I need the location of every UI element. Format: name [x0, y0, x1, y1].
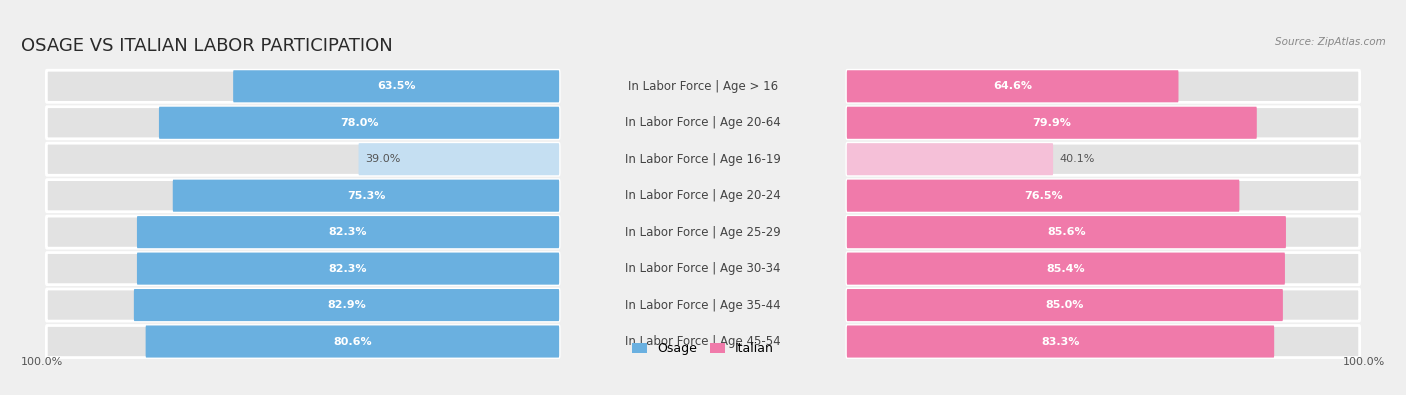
FancyBboxPatch shape — [134, 289, 560, 321]
Text: In Labor Force | Age 30-34: In Labor Force | Age 30-34 — [626, 262, 780, 275]
FancyBboxPatch shape — [46, 180, 560, 212]
Text: 63.5%: 63.5% — [377, 81, 415, 91]
Text: 82.3%: 82.3% — [329, 227, 367, 237]
FancyBboxPatch shape — [46, 216, 560, 248]
FancyBboxPatch shape — [846, 143, 1053, 175]
FancyBboxPatch shape — [233, 70, 560, 102]
FancyBboxPatch shape — [46, 107, 560, 139]
FancyBboxPatch shape — [846, 216, 1360, 248]
FancyBboxPatch shape — [846, 107, 1257, 139]
Text: 39.0%: 39.0% — [366, 154, 401, 164]
FancyBboxPatch shape — [46, 70, 560, 102]
Text: 100.0%: 100.0% — [1343, 357, 1385, 367]
Text: In Labor Force | Age 20-64: In Labor Force | Age 20-64 — [626, 116, 780, 129]
FancyBboxPatch shape — [146, 325, 560, 357]
Text: 79.9%: 79.9% — [1032, 118, 1071, 128]
FancyBboxPatch shape — [846, 70, 1178, 102]
Text: 82.3%: 82.3% — [329, 263, 367, 274]
Text: 40.1%: 40.1% — [1059, 154, 1094, 164]
FancyBboxPatch shape — [136, 252, 560, 285]
Text: 85.4%: 85.4% — [1046, 263, 1085, 274]
Text: In Labor Force | Age 25-29: In Labor Force | Age 25-29 — [626, 226, 780, 239]
FancyBboxPatch shape — [136, 216, 560, 248]
Text: In Labor Force | Age 20-24: In Labor Force | Age 20-24 — [626, 189, 780, 202]
Text: Source: ZipAtlas.com: Source: ZipAtlas.com — [1275, 37, 1385, 47]
Text: OSAGE VS ITALIAN LABOR PARTICIPATION: OSAGE VS ITALIAN LABOR PARTICIPATION — [21, 37, 392, 55]
FancyBboxPatch shape — [173, 180, 560, 212]
Text: In Labor Force | Age > 16: In Labor Force | Age > 16 — [628, 80, 778, 93]
FancyBboxPatch shape — [46, 252, 560, 285]
FancyBboxPatch shape — [846, 252, 1360, 285]
FancyBboxPatch shape — [846, 216, 1286, 248]
FancyBboxPatch shape — [159, 107, 560, 139]
FancyBboxPatch shape — [359, 143, 560, 175]
FancyBboxPatch shape — [846, 325, 1360, 357]
FancyBboxPatch shape — [846, 325, 1274, 357]
FancyBboxPatch shape — [46, 143, 560, 175]
FancyBboxPatch shape — [846, 252, 1285, 285]
Text: 85.0%: 85.0% — [1046, 300, 1084, 310]
Text: 85.6%: 85.6% — [1047, 227, 1085, 237]
Text: 83.3%: 83.3% — [1042, 337, 1080, 346]
Text: 100.0%: 100.0% — [21, 357, 63, 367]
Text: 78.0%: 78.0% — [340, 118, 378, 128]
FancyBboxPatch shape — [846, 70, 1360, 102]
Text: 80.6%: 80.6% — [333, 337, 371, 346]
Text: 82.9%: 82.9% — [328, 300, 366, 310]
Text: In Labor Force | Age 45-54: In Labor Force | Age 45-54 — [626, 335, 780, 348]
FancyBboxPatch shape — [846, 143, 1360, 175]
Text: In Labor Force | Age 35-44: In Labor Force | Age 35-44 — [626, 299, 780, 312]
Text: 64.6%: 64.6% — [993, 81, 1032, 91]
Legend: Osage, Italian: Osage, Italian — [627, 337, 779, 361]
FancyBboxPatch shape — [846, 107, 1360, 139]
FancyBboxPatch shape — [846, 289, 1282, 321]
FancyBboxPatch shape — [46, 325, 560, 357]
Text: In Labor Force | Age 16-19: In Labor Force | Age 16-19 — [626, 153, 780, 166]
FancyBboxPatch shape — [846, 180, 1240, 212]
FancyBboxPatch shape — [846, 180, 1360, 212]
Text: 75.3%: 75.3% — [347, 191, 385, 201]
FancyBboxPatch shape — [846, 289, 1360, 321]
Text: 76.5%: 76.5% — [1024, 191, 1063, 201]
FancyBboxPatch shape — [46, 289, 560, 321]
